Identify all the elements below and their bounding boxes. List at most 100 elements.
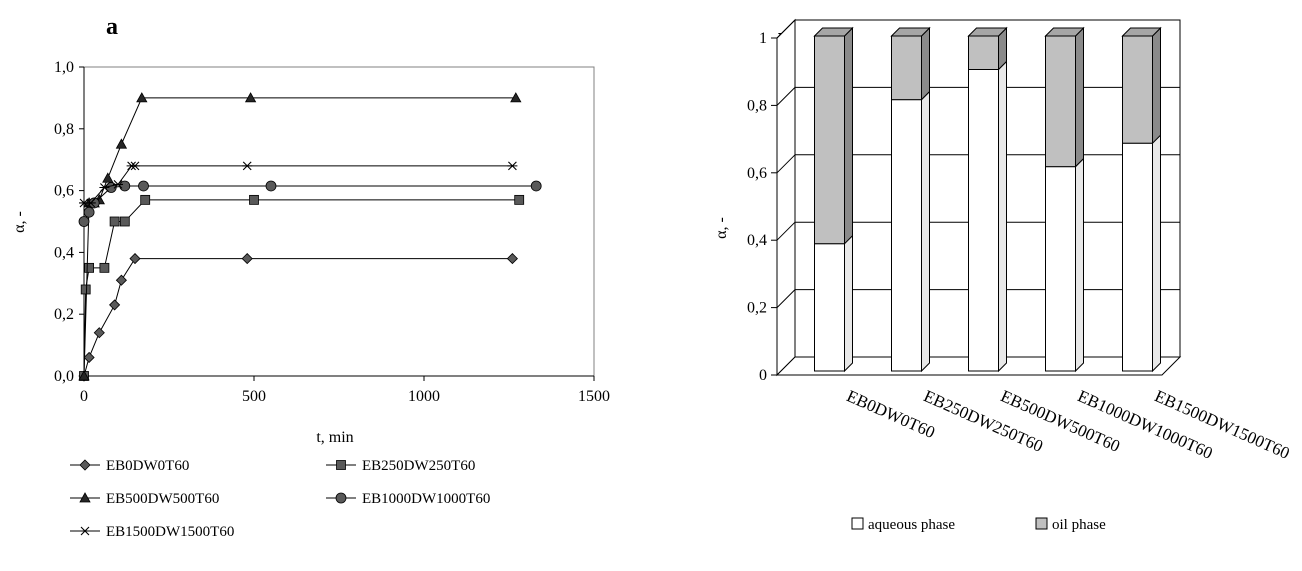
data-point-eb500dw500t60 [115, 138, 128, 149]
bar-side [998, 60, 1007, 373]
chart-a-x-tick-label: 1500 [578, 388, 610, 405]
chart-a-y-tick-label: 1,0 [54, 59, 74, 76]
chart-b-y-tick-label: 0,8 [747, 97, 767, 114]
bar-oil-phase-eb250dw250t60 [890, 26, 931, 101]
data-point-eb0dw0t60 [115, 274, 127, 286]
data-point-eb1000dw1000t60 [265, 180, 277, 192]
data-point-eb250dw250t60 [99, 262, 110, 273]
category-label: EB0DW0T60 [844, 386, 938, 442]
data-point-eb0dw0t60 [93, 327, 105, 339]
data-point-eb0dw0t60 [241, 253, 253, 265]
chart-b-side-wall [776, 18, 796, 377]
bar-top [1044, 27, 1085, 37]
data-point-eb0dw0t60 [506, 253, 518, 265]
data-point-eb0dw0t60 [83, 351, 95, 364]
legend-label: EB1500DW1500T60 [106, 524, 234, 540]
chart-b-gridline-side [776, 19, 796, 39]
legend-item-aqueous-phase: aqueous phase [851, 517, 955, 533]
legend-label: EB500DW500T60 [106, 491, 219, 507]
chart-b-y-tick-label: 1 [759, 30, 767, 47]
legend-label: aqueous phase [868, 517, 955, 533]
bar-front [968, 35, 999, 70]
chart-b: 00,20,40,60,81EB0DW0T60EB250DW250T60EB50… [747, 18, 1293, 533]
legend-item-eb1500dw1500t60: EB1500DW1500T60 [70, 524, 234, 540]
data-point-eb500dw500t60 [510, 92, 522, 103]
data-point-eb500dw500t60 [244, 92, 257, 103]
bar-side [844, 26, 853, 245]
bar-side [1075, 157, 1084, 373]
chart-b-gridline-side [776, 221, 796, 241]
data-point-eb500dw500t60 [136, 92, 148, 103]
legend-marker [80, 526, 90, 536]
data-point-eb250dw250t60 [514, 194, 525, 205]
chart-a-x-tick-label: 0 [80, 388, 88, 405]
bar-side [921, 90, 930, 373]
bar-side [1152, 26, 1161, 145]
series-line-eb250dw250t60 [83, 199, 520, 377]
data-point-eb1500dw1500t60 [242, 161, 253, 171]
chart-b-y-tick-label: 0 [759, 367, 767, 384]
data-point-eb1500dw1500t60 [99, 183, 110, 192]
data-point-eb250dw250t60 [80, 284, 91, 295]
chart-a-x-tick-label: 500 [242, 388, 266, 405]
legend-label: oil phase [1052, 517, 1106, 533]
bar-side [1152, 133, 1161, 373]
chart-a-y-tick-label: 0,2 [54, 306, 74, 323]
chart-b-y-tick-label: 0,4 [747, 232, 767, 249]
legend-marker [336, 460, 346, 470]
chart-b-gridline-side [776, 87, 796, 106]
bar-top [1121, 27, 1162, 37]
bar-top [967, 27, 1008, 37]
chart-a-x-tick-label: 1000 [408, 388, 440, 405]
category-label: EB1500DW1500T60 [1152, 386, 1293, 463]
bar-front [1045, 35, 1076, 168]
bar-aqueous-phase-eb500dw500t60 [968, 60, 1007, 373]
bar-oil-phase-eb1000dw1000t60 [1044, 26, 1085, 168]
legend-item-eb500dw500t60: EB500DW500T60 [70, 491, 219, 507]
bar-aqueous-phase-eb1500dw1500t60 [1122, 133, 1161, 373]
legend-marker [79, 492, 91, 503]
legend-item-eb250dw250t60: EB250DW250T60 [326, 458, 475, 474]
series-line-eb1000dw1000t60 [83, 185, 537, 222]
data-point-eb250dw250t60 [84, 262, 94, 273]
legend-marker [335, 492, 347, 504]
data-point-eb0dw0t60 [109, 299, 121, 311]
bar-aqueous-phase-eb1000dw1000t60 [1045, 157, 1084, 373]
legend-label: EB0DW0T60 [106, 458, 189, 474]
data-point-eb1500dw1500t60 [85, 198, 96, 208]
legend-swatch [851, 517, 864, 530]
bar-oil-phase-eb0dw0t60 [813, 26, 854, 245]
data-point-eb1500dw1500t60 [113, 180, 123, 189]
data-point-eb250dw250t60 [249, 194, 259, 205]
legend-item-eb0dw0t60: EB0DW0T60 [70, 458, 189, 474]
data-point-eb1000dw1000t60 [530, 180, 542, 192]
chart-b-ylabel: α, - [713, 217, 730, 239]
bar-front [968, 69, 999, 372]
data-point-eb1500dw1500t60 [507, 161, 518, 171]
data-point-eb250dw250t60 [109, 216, 120, 227]
bar-top [890, 27, 931, 37]
bar-front [1045, 166, 1076, 372]
chart-b-gridline-side [776, 289, 796, 308]
panel-a-letter: a [106, 14, 118, 40]
chart-a-y-tick-label: 0,6 [54, 183, 74, 200]
data-point-eb250dw250t60 [119, 216, 130, 227]
chart-b-y-tick-label: 0,6 [747, 165, 767, 182]
bar-front [891, 35, 922, 101]
bar-oil-phase-eb1500dw1500t60 [1121, 26, 1162, 145]
legend-label: EB250DW250T60 [362, 458, 475, 474]
chart-a-y-tick-label: 0,0 [54, 368, 74, 385]
category-label: EB1000DW1000T60 [1075, 386, 1216, 463]
bar-front [814, 35, 845, 245]
data-point-eb1000dw1000t60 [138, 180, 149, 192]
data-point-eb1000dw1000t60 [119, 180, 131, 192]
data-point-eb1000dw1000t60 [83, 206, 95, 218]
chart-a-y-tick-label: 0,8 [54, 121, 74, 138]
bar-aqueous-phase-eb0dw0t60 [814, 234, 853, 373]
chart-b-y-tick-label: 0,2 [747, 300, 767, 317]
data-point-eb250dw250t60 [140, 194, 151, 205]
bar-front [1122, 35, 1153, 144]
legend-item-oil-phase: oil phase [1035, 517, 1106, 533]
chart-a: 0,0 0,2 0,4 0,6 0,8 1,0 0 500 1000 1500 EB0DW0T60 E… [54, 59, 610, 540]
